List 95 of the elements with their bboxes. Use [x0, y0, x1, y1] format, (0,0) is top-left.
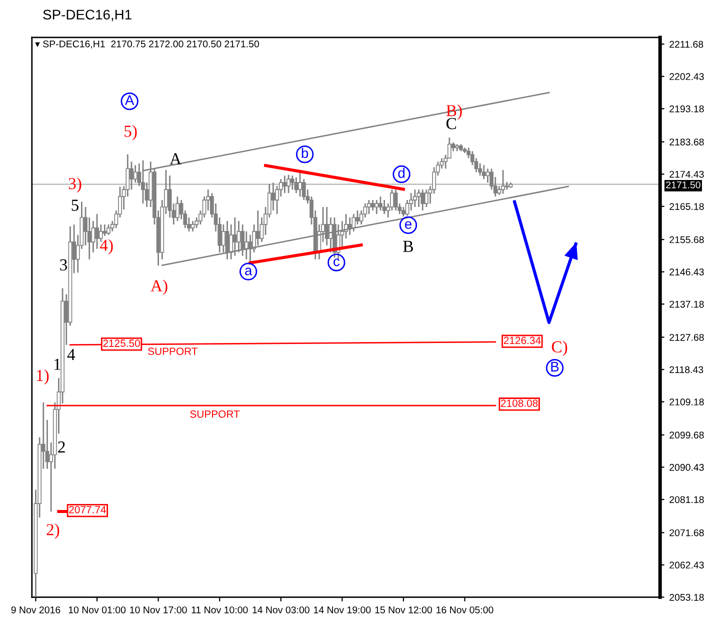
annotation: 3) — [68, 177, 82, 193]
candlestick — [190, 220, 195, 232]
candlestick — [412, 188, 417, 208]
x-tick-label: 14 Nov 03:00 — [252, 606, 310, 614]
ref-line-label: 2171.50 — [666, 181, 700, 188]
candlestick — [282, 174, 287, 194]
candlestick — [244, 230, 248, 260]
annotation: 3 — [60, 259, 68, 270]
y-tick-label: 2146.43 — [670, 268, 704, 276]
candlestick — [240, 224, 245, 257]
candlestick — [133, 164, 138, 184]
chart-title: SP-DEC16,H1 — [43, 10, 132, 22]
annotation: 5) — [124, 125, 137, 140]
annotation: 4 — [67, 349, 76, 360]
candlestick — [294, 176, 298, 194]
candlestick — [356, 210, 360, 226]
annotation: 2126.34 — [504, 336, 541, 344]
y-tick-label: 2099.68 — [670, 432, 704, 439]
annotation: c — [334, 258, 340, 266]
candlestick — [271, 182, 276, 212]
y-tick-label: 2202.43 — [670, 73, 704, 80]
candlestick — [290, 174, 294, 190]
candlestick — [106, 224, 110, 236]
x-tick-label: 14 Nov 19:00 — [314, 606, 371, 614]
annotation: C — [446, 118, 456, 130]
annotation: A) — [150, 280, 168, 295]
y-tick-label: 2211.68 — [670, 40, 704, 48]
candlestick — [378, 196, 382, 212]
annotation: a — [245, 268, 252, 276]
y-tick-label: 2165.18 — [670, 203, 704, 210]
candlestick — [176, 196, 180, 222]
annotation: 2108.08 — [501, 400, 538, 407]
x-tick-label: 10 Nov 01:00 — [68, 606, 126, 614]
x-tick-label: 15 Nov 12:00 — [375, 606, 432, 614]
chart-subtitle: ▾ SP-DEC16,H1 2170.75 2172.00 2170.50 2171.50 — [35, 40, 260, 49]
candlestick — [401, 206, 406, 218]
candlestick — [102, 224, 107, 237]
x-tick-label: 11 Nov 10:00 — [192, 606, 248, 614]
annotation: B) — [446, 104, 462, 120]
candlestick — [424, 188, 428, 208]
annotation: SUPPORT — [190, 410, 240, 418]
y-tick-label: 2174.43 — [670, 170, 704, 178]
y-tick-label: 2053.18 — [670, 594, 704, 601]
annotation: d — [398, 168, 404, 178]
candlestick — [370, 199, 375, 212]
annotation: SUPPORT — [148, 348, 198, 355]
candlestick — [409, 192, 414, 212]
annotation: C) — [552, 340, 568, 356]
annotation: 2125.50 — [103, 340, 140, 347]
y-tick-label: 2109.18 — [670, 398, 704, 406]
candlestick — [394, 188, 398, 212]
annotation: 2) — [46, 524, 60, 539]
x-tick-label: 16 Nov 05:00 — [436, 606, 494, 614]
y-tick-label: 2155.68 — [670, 236, 704, 244]
candlestick — [221, 224, 226, 254]
annotation: A — [170, 153, 182, 164]
candlestick — [501, 169, 505, 194]
y-tick-label: 2081.18 — [670, 496, 704, 504]
x-tick-label: 9 Nov 2016 — [11, 606, 60, 614]
annotation: 2077.74 — [69, 506, 106, 514]
y-tick-label: 2183.68 — [670, 138, 704, 146]
annotation: B — [551, 362, 559, 372]
y-tick-label: 2118.43 — [670, 366, 704, 374]
annotation: 1 — [54, 358, 60, 370]
candlestick — [286, 174, 290, 194]
candlestick — [482, 164, 486, 180]
annotation: 4) — [100, 239, 113, 254]
y-tick-label: 2090.43 — [670, 464, 704, 471]
x-tick-label: 10 Nov 17:00 — [130, 606, 187, 614]
candlestick — [374, 199, 379, 215]
candlestick — [367, 199, 371, 215]
candlestick — [416, 188, 421, 208]
candlestick — [298, 171, 302, 198]
annotation: e — [404, 221, 412, 229]
candlestick — [328, 216, 333, 254]
candlestick — [232, 216, 237, 257]
annotation: 1) — [36, 369, 49, 384]
y-tick-label: 2193.18 — [670, 105, 704, 112]
y-tick-label: 2071.68 — [670, 529, 704, 536]
candlestick — [130, 160, 134, 190]
candlestick — [486, 168, 490, 184]
annotation: 5 — [72, 200, 79, 211]
y-tick-label: 2127.68 — [670, 334, 704, 341]
candlestick — [256, 210, 260, 246]
candlestick — [95, 213, 99, 250]
annotation: b — [302, 148, 308, 158]
y-tick-label: 2062.43 — [670, 562, 704, 569]
annotation: A — [124, 95, 134, 105]
annotation: B — [403, 240, 413, 252]
candlestick — [236, 220, 241, 254]
annotation: 2 — [58, 441, 65, 452]
y-tick-label: 2137.18 — [670, 300, 704, 308]
candlestick — [420, 188, 425, 212]
candlestick — [352, 213, 356, 232]
candlestick — [382, 199, 386, 215]
